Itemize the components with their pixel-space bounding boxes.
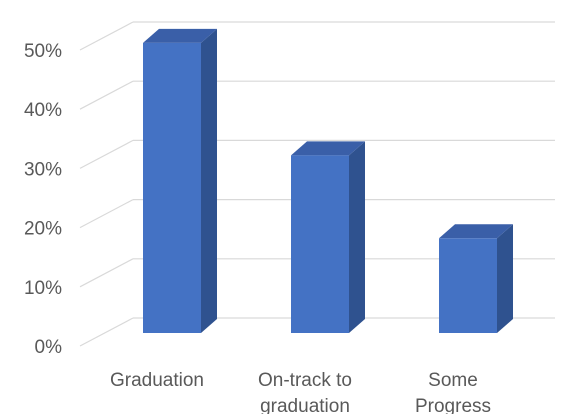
bar-front: [439, 238, 497, 333]
bar-front: [291, 155, 349, 333]
bar-front: [143, 42, 201, 334]
y-axis-tick-labels: 0% 10% 20% 30% 40% 50%: [24, 41, 62, 358]
category-label: Some Progress: [415, 370, 491, 414]
y-tick-label: 10%: [24, 278, 62, 299]
y-tick-label: 20%: [24, 219, 62, 240]
bar-top: [143, 28, 217, 43]
bar: [143, 28, 217, 334]
bar-side: [201, 28, 217, 333]
bar: [439, 224, 513, 333]
bars: [143, 28, 513, 334]
bar-top: [291, 141, 365, 156]
gridline-depth: [79, 258, 134, 288]
y-tick-label: 40%: [24, 100, 62, 121]
bar: [291, 141, 365, 333]
x-axis-category-labels: Graduation On-track to graduation Some Progr…: [110, 370, 491, 414]
bar-side: [349, 141, 365, 333]
gridline-depth: [79, 21, 134, 51]
category-label: Graduation: [110, 370, 204, 391]
gridline-depth: [79, 199, 134, 229]
gridline-depth: [79, 317, 134, 347]
category-label: On-track to graduation: [258, 370, 352, 414]
gridline-depth: [79, 80, 134, 110]
y-tick-label: 30%: [24, 159, 62, 180]
bar-side: [497, 224, 513, 333]
y-tick-label: 50%: [24, 41, 62, 62]
gridline-depth: [79, 139, 134, 169]
bar-top: [439, 224, 513, 239]
y-tick-label: 0%: [35, 337, 63, 358]
